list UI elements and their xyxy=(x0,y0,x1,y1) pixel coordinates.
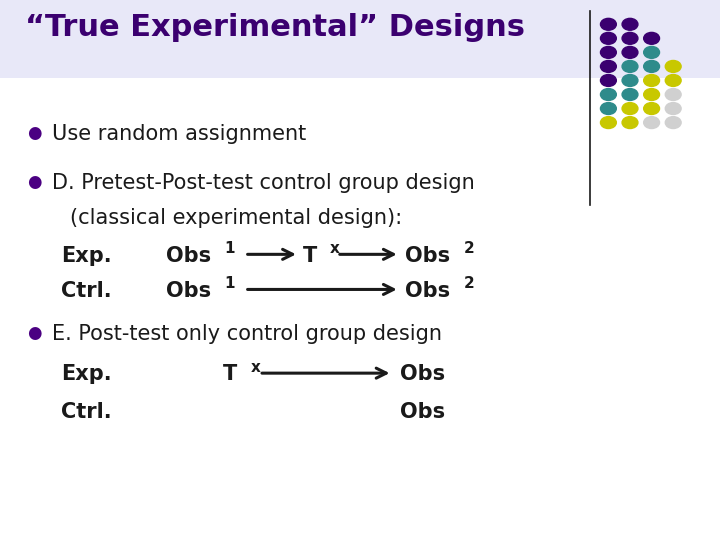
Circle shape xyxy=(644,46,660,58)
Text: ●: ● xyxy=(27,324,42,342)
Text: Obs: Obs xyxy=(405,281,450,301)
Text: Obs: Obs xyxy=(400,364,445,384)
Text: Ctrl.: Ctrl. xyxy=(61,281,112,301)
Circle shape xyxy=(622,103,638,114)
Text: T: T xyxy=(302,246,317,266)
Circle shape xyxy=(644,103,660,114)
Text: 1: 1 xyxy=(225,276,235,292)
Text: “True Experimental” Designs: “True Experimental” Designs xyxy=(25,14,525,43)
Circle shape xyxy=(644,32,660,44)
Circle shape xyxy=(644,117,660,129)
Circle shape xyxy=(665,60,681,72)
Text: ●: ● xyxy=(27,124,42,142)
FancyBboxPatch shape xyxy=(0,0,720,78)
Text: Obs: Obs xyxy=(400,402,445,422)
Circle shape xyxy=(644,75,660,86)
Circle shape xyxy=(600,46,616,58)
Circle shape xyxy=(600,103,616,114)
Circle shape xyxy=(665,75,681,86)
Text: 2: 2 xyxy=(464,276,474,292)
Text: Exp.: Exp. xyxy=(61,246,112,266)
Text: x: x xyxy=(330,241,340,256)
Text: Obs: Obs xyxy=(166,246,211,266)
Circle shape xyxy=(644,89,660,100)
Circle shape xyxy=(600,89,616,100)
Circle shape xyxy=(622,18,638,30)
Text: Obs: Obs xyxy=(166,281,211,301)
Circle shape xyxy=(600,32,616,44)
Text: Exp.: Exp. xyxy=(61,364,112,384)
Circle shape xyxy=(665,117,681,129)
Text: 2: 2 xyxy=(464,241,474,256)
Circle shape xyxy=(644,60,660,72)
Text: Ctrl.: Ctrl. xyxy=(61,402,112,422)
Text: T: T xyxy=(223,364,238,384)
Text: x: x xyxy=(251,360,261,375)
Circle shape xyxy=(600,60,616,72)
Text: E. Post-test only control group design: E. Post-test only control group design xyxy=(52,324,442,344)
Circle shape xyxy=(622,75,638,86)
Circle shape xyxy=(665,103,681,114)
Circle shape xyxy=(622,117,638,129)
Circle shape xyxy=(622,60,638,72)
Text: (classical experimental design):: (classical experimental design): xyxy=(70,208,402,228)
Text: D. Pretest-Post-test control group design: D. Pretest-Post-test control group desig… xyxy=(52,173,474,193)
Circle shape xyxy=(622,46,638,58)
Circle shape xyxy=(600,117,616,129)
Circle shape xyxy=(600,75,616,86)
Circle shape xyxy=(665,89,681,100)
Circle shape xyxy=(600,18,616,30)
Text: Use random assignment: Use random assignment xyxy=(52,124,306,144)
Text: 1: 1 xyxy=(225,241,235,256)
Text: ●: ● xyxy=(27,173,42,191)
Text: Obs: Obs xyxy=(405,246,450,266)
Circle shape xyxy=(622,32,638,44)
Circle shape xyxy=(622,89,638,100)
